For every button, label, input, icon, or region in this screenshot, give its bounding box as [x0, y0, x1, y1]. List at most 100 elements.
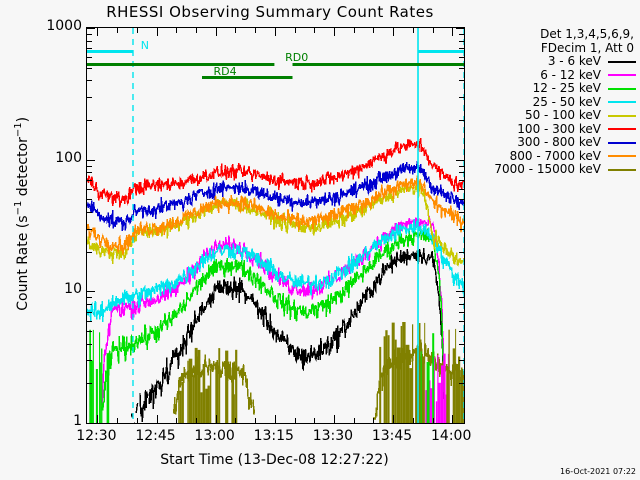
y-tick — [459, 120, 464, 121]
x-tick — [176, 28, 178, 33]
render-timestamp: 16-Oct-2021 07:22 — [560, 467, 636, 476]
legend-item-label: 300 - 800 keV — [517, 135, 601, 149]
legend-header-fdecim: FDecim 1, Att 0 — [540, 40, 634, 55]
legend-item-label: 25 - 50 keV — [532, 94, 601, 109]
legend-item: 3 - 6 keV — [486, 54, 638, 69]
rd0-bar-right — [292, 63, 464, 66]
series-line — [87, 160, 464, 232]
legend-item-label: 100 - 300 keV — [517, 121, 601, 136]
y-tick — [456, 159, 464, 161]
y-tick — [87, 180, 92, 182]
y-tick — [459, 165, 464, 167]
x-tick — [274, 28, 276, 36]
y-tick — [459, 251, 464, 253]
y-tick — [87, 304, 92, 306]
x-tick — [136, 418, 138, 423]
floor-spike-band — [379, 322, 426, 423]
x-tick — [117, 28, 119, 33]
x-tick — [195, 28, 197, 33]
legend-item-label: 7000 - 15000 keV — [494, 162, 601, 176]
y-tick — [459, 297, 464, 299]
x-tick-label: 12:30 — [76, 428, 117, 444]
series-line — [130, 248, 445, 423]
legend-item: 800 - 7000 keV — [486, 149, 638, 164]
legend-color-swatch — [608, 101, 636, 104]
x-tick — [432, 418, 434, 423]
legend-color-swatch — [608, 128, 636, 131]
y-tick — [456, 28, 464, 29]
x-tick — [215, 415, 217, 423]
legend-rows: 3 - 6 keV 6 - 12 keV 12 - 25 keV 25 - 50 ke… — [486, 54, 638, 177]
night-bar-left — [87, 50, 133, 53]
floor-spike-band — [446, 328, 464, 423]
legend: Det 1,3,4,5,6,9, FDecim 1, Att 0 3 - 6 k… — [486, 27, 638, 177]
y-tick — [87, 311, 92, 313]
y-tick — [459, 311, 464, 313]
x-axis-title: Start Time (13-Dec-08 12:27:22) — [160, 452, 389, 468]
legend-color-swatch — [608, 141, 636, 144]
x-tick-label: 13:15 — [253, 428, 294, 444]
x-tick — [294, 28, 296, 33]
y-axis-labels: 1 10 100 1000 — [0, 0, 82, 480]
legend-color-swatch — [608, 87, 636, 90]
x-tick — [452, 415, 454, 423]
y-tick-label: 100 — [55, 149, 82, 166]
series-line — [100, 228, 445, 411]
y-tick — [459, 40, 464, 42]
x-tick-label: 13:30 — [312, 428, 354, 444]
y-tick — [87, 96, 92, 98]
page-title: RHESSI Observing Summary Count Rates — [106, 3, 434, 21]
x-tick — [274, 415, 276, 423]
legend-item: 50 - 100 keV — [486, 108, 638, 123]
y-tick-label: 10 — [64, 281, 82, 298]
y-tick — [459, 180, 464, 182]
x-tick — [235, 28, 237, 33]
y-tick — [459, 172, 464, 174]
y-tick — [87, 383, 92, 385]
legend-header-detectors: Det 1,3,4,5,6,9, — [540, 27, 634, 41]
y-tick — [459, 360, 464, 362]
y-axis-title: Count Rate (s−1 detector−1) — [13, 116, 31, 311]
y-tick-label: 1 — [73, 413, 82, 429]
y-tick — [87, 40, 92, 42]
y-tick — [87, 188, 92, 190]
y-tick — [459, 67, 464, 69]
x-tick — [412, 28, 414, 33]
x-tick — [333, 415, 335, 423]
y-tick — [87, 57, 92, 59]
y-tick — [459, 343, 464, 345]
legend-item-label: 6 - 12 keV — [540, 67, 601, 82]
y-tick — [87, 67, 92, 69]
x-tick — [294, 418, 296, 423]
x-tick-label: 14:00 — [431, 428, 472, 444]
legend-item: 100 - 300 keV — [486, 121, 638, 137]
legend-color-swatch — [608, 114, 636, 117]
x-tick — [333, 28, 335, 36]
y-tick — [459, 188, 464, 190]
x-tick — [97, 28, 99, 36]
y-tick — [87, 159, 95, 161]
floor-spike-band — [420, 333, 435, 423]
x-tick — [314, 418, 316, 423]
y-tick — [459, 304, 464, 306]
x-tick-label: 12:45 — [135, 428, 176, 444]
y-tick — [87, 48, 92, 50]
y-tick — [459, 34, 464, 35]
y-tick — [87, 80, 92, 82]
x-tick — [314, 28, 316, 33]
legend-item: 300 - 800 keV — [486, 135, 638, 150]
legend-item: 7000 - 15000 keV — [486, 162, 638, 177]
series-line — [87, 178, 464, 267]
y-tick-label: 1000 — [46, 18, 82, 34]
y-tick — [459, 320, 464, 322]
y-tick — [87, 343, 92, 345]
x-tick — [255, 418, 257, 423]
y-tick — [87, 34, 92, 35]
y-tick — [87, 291, 95, 293]
y-tick — [87, 120, 92, 121]
legend-color-swatch — [608, 60, 636, 63]
annotation-label-rd0: RD0 — [285, 51, 309, 64]
x-tick — [136, 28, 138, 33]
x-tick-label: 13:00 — [194, 428, 235, 444]
x-tick — [373, 28, 375, 33]
